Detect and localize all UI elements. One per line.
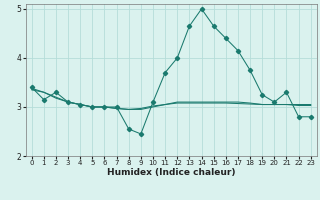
X-axis label: Humidex (Indice chaleur): Humidex (Indice chaleur)	[107, 168, 236, 177]
